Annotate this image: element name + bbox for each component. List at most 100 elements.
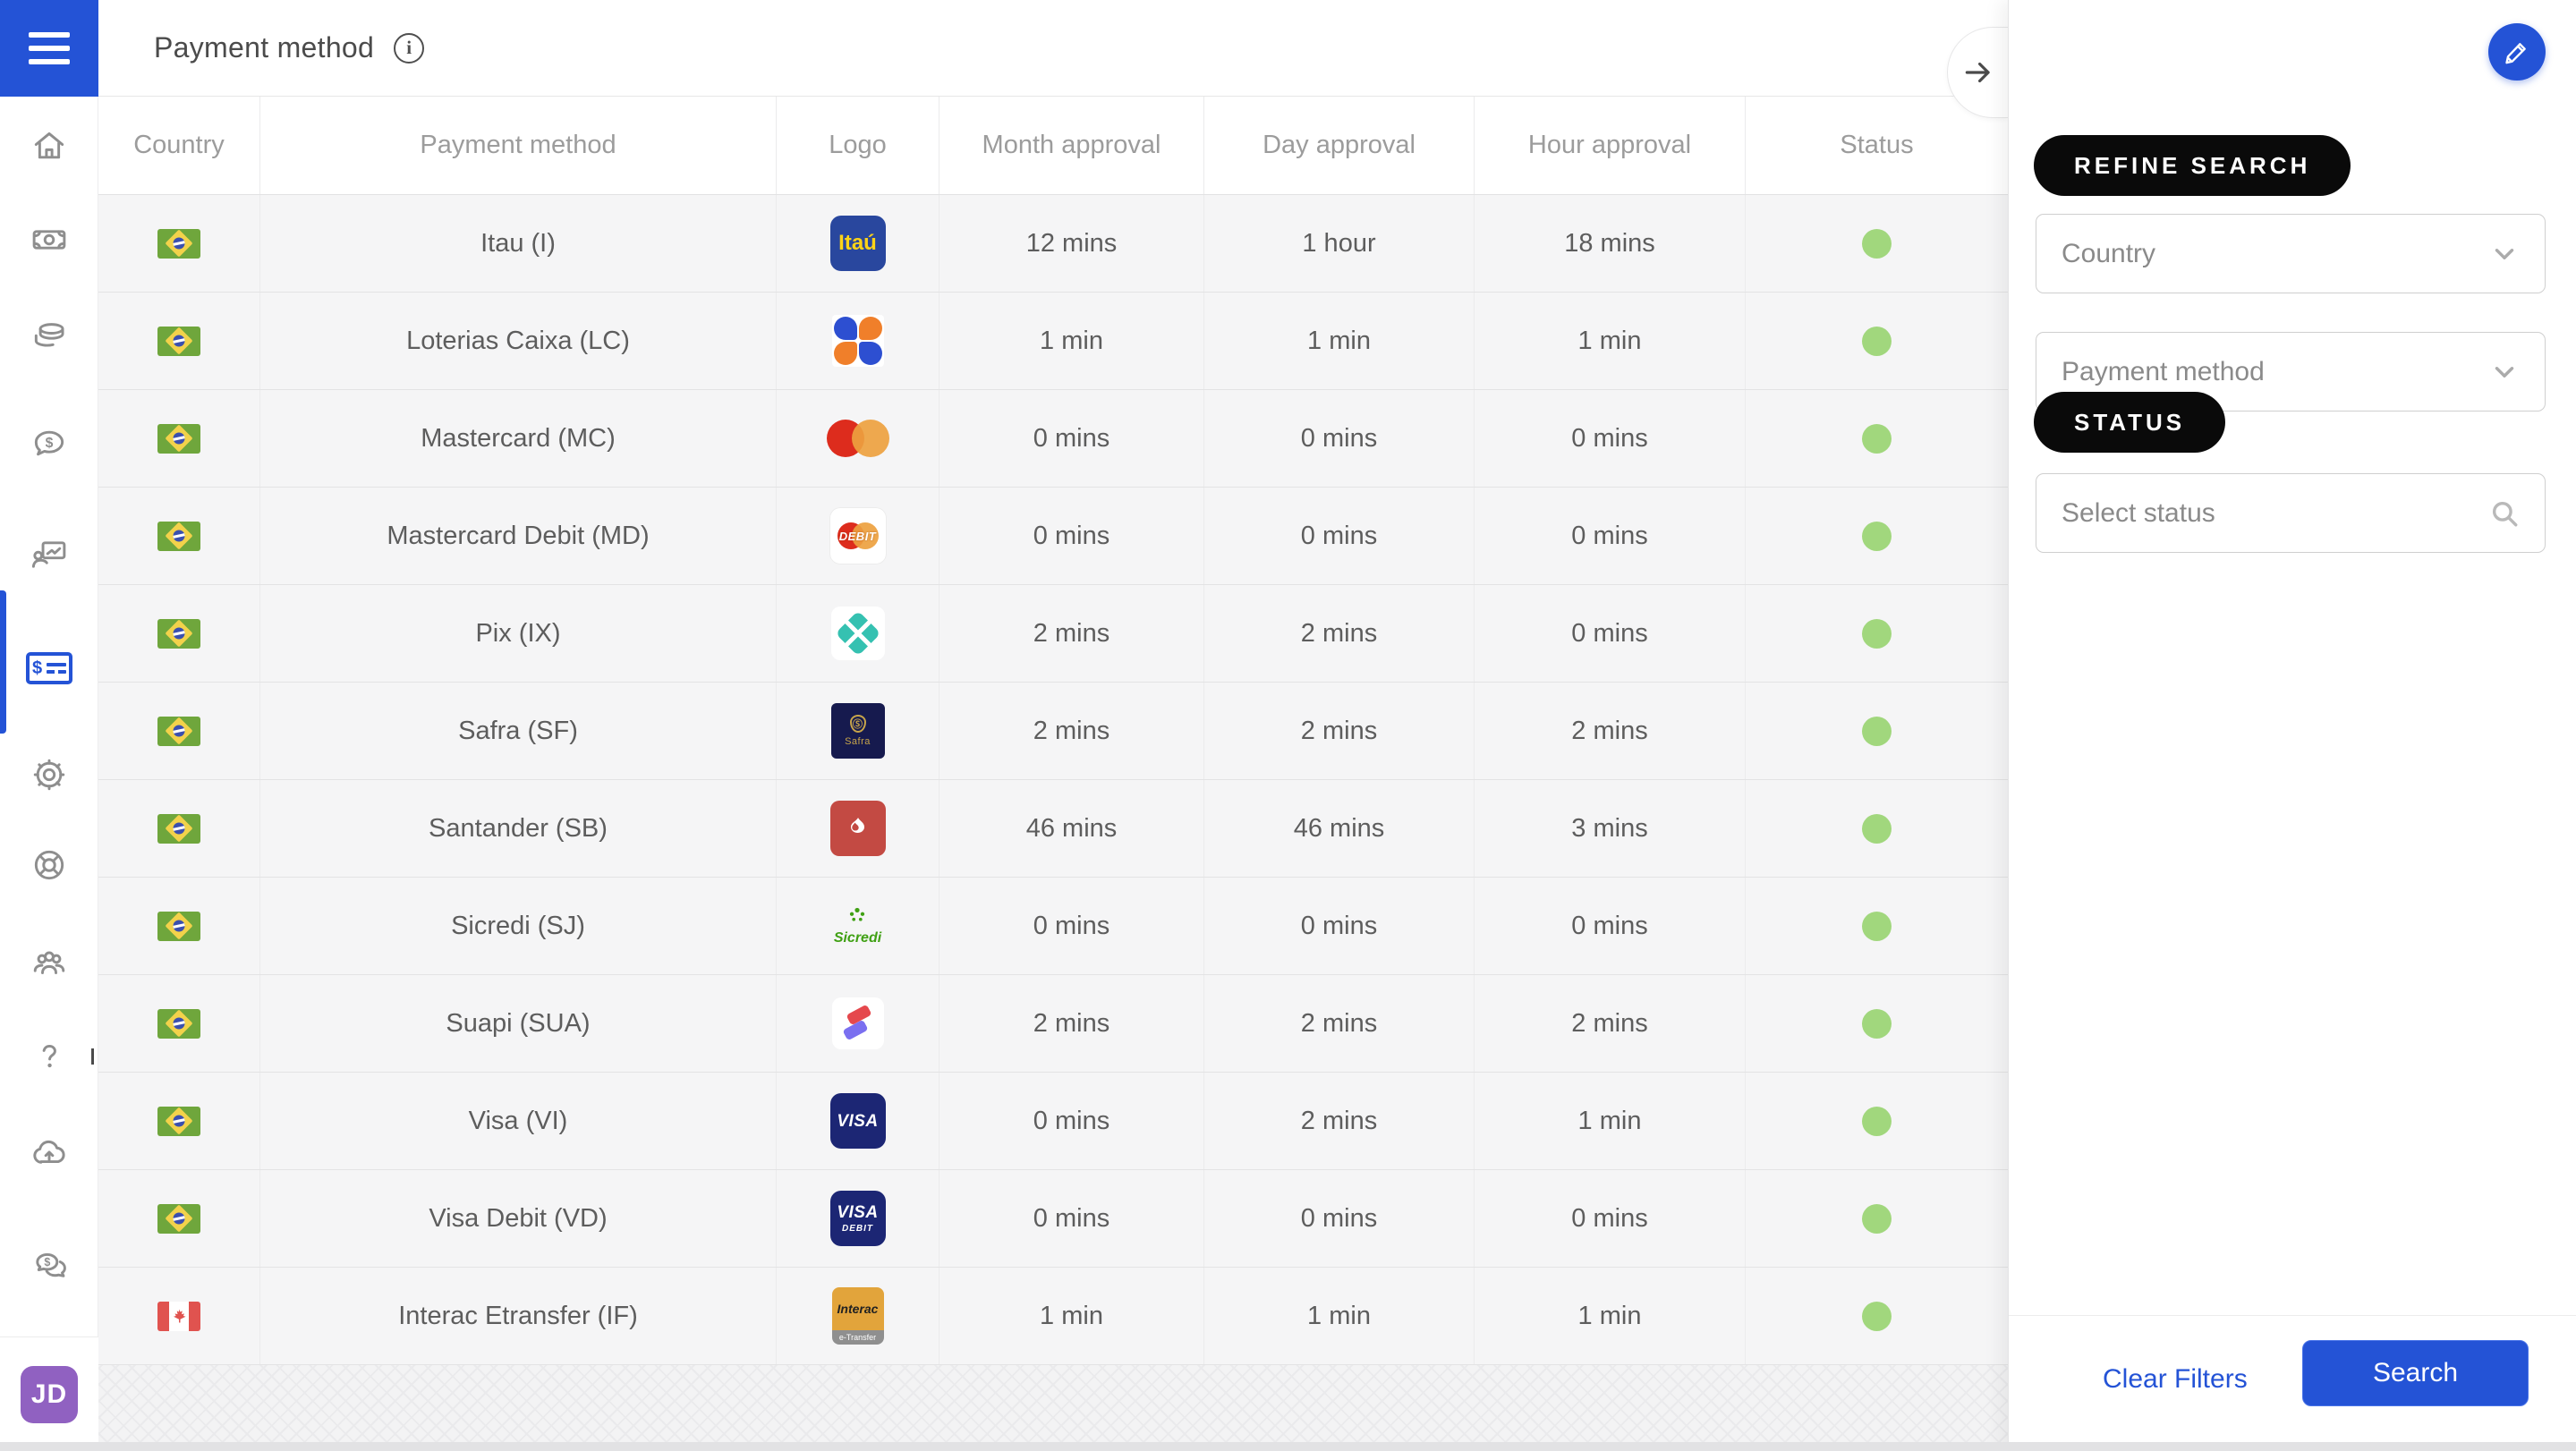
sicredi-logo: Sicredi: [834, 905, 881, 946]
sidebar-item-banknote[interactable]: [0, 211, 98, 268]
chevron-down-icon: [2495, 366, 2514, 378]
status-dot: [1862, 1301, 1892, 1331]
cloud-upload-icon: [33, 1140, 65, 1164]
logo-cell: Itaú: [777, 195, 939, 292]
month-approval-cell: 0 mins: [939, 1170, 1204, 1267]
logo-cell: VISA: [777, 1073, 939, 1169]
brazil-flag: [157, 326, 200, 356]
table-row[interactable]: Interac Etransfer (IF) Interac e-Transfer 1…: [98, 1268, 2008, 1365]
table-row[interactable]: Mastercard Debit (MD) DEBIT 0 mins 0 mins 0 …: [98, 488, 2008, 585]
table-row[interactable]: Santander (SB) 46 mins 46 mins 3 mins: [98, 780, 2008, 878]
logo-cell: Sicredi: [777, 878, 939, 974]
payment-method-dropdown-value: Payment method: [2062, 356, 2265, 386]
sidebar-item-report-presentation[interactable]: [0, 526, 98, 583]
payment-method-cell: Pix (IX): [260, 585, 777, 682]
table-header-row: Country Payment method Logo Month approval D…: [98, 97, 2008, 195]
month-approval-cell: 1 min: [939, 293, 1204, 389]
day-approval-cell: 0 mins: [1204, 878, 1475, 974]
payment-method-cell: Mastercard (MC): [260, 390, 777, 487]
sidebar-item-money-messages[interactable]: $: [0, 1236, 98, 1294]
status-dot: [1862, 813, 1892, 844]
svg-text:$: $: [46, 436, 54, 451]
brazil-flag: [157, 911, 200, 941]
mastercard-logo: [826, 418, 889, 459]
search-button[interactable]: Search: [2302, 1340, 2529, 1406]
country-cell: [98, 293, 260, 389]
country-cell: [98, 1073, 260, 1169]
table-row[interactable]: Sicredi (SJ) Sicredi 0 mins 0 mins 0 mins: [98, 878, 2008, 975]
interac-logo: Interac e-Transfer: [831, 1287, 884, 1345]
table-body: Itau (I) Itaú 12 mins 1 hour 18 mins Loterias…: [98, 195, 2008, 1365]
gear-icon: [33, 759, 65, 791]
column-header-hour-approval: Hour approval: [1475, 97, 1746, 194]
payment-method-cell: Suapi (SUA): [260, 975, 777, 1072]
brazil-flag: [157, 813, 200, 844]
arrow-right-icon: [1965, 62, 1990, 83]
chevron-down-icon: [2495, 248, 2514, 259]
logo-cell: [777, 780, 939, 877]
table-row[interactable]: Visa Debit (VD) VISA DEBIT 0 mins 0 mins 0 mi…: [98, 1170, 2008, 1268]
svg-text:$: $: [44, 1256, 50, 1269]
table-row[interactable]: Visa (VI) VISA 0 mins 2 mins 1 min: [98, 1073, 2008, 1170]
table-row[interactable]: Mastercard (MC) 0 mins 0 mins 0 mins: [98, 390, 2008, 488]
sidebar-item-home[interactable]: [0, 117, 98, 174]
status-cell: [1746, 780, 2008, 877]
banknote-icon: [32, 230, 66, 250]
info-icon[interactable]: i: [394, 32, 425, 64]
topbar: Payment method i: [98, 0, 2008, 118]
sidebar-item-payment-methods[interactable]: $: [0, 640, 98, 697]
country-cell: [98, 1170, 260, 1267]
month-approval-cell: 46 mins: [939, 780, 1204, 877]
sidebar-item-help[interactable]: [0, 1028, 98, 1085]
hour-approval-cell: 1 min: [1475, 1073, 1746, 1169]
payment-method-cell: Itau (I): [260, 195, 777, 292]
payment-methods-table: Country Payment method Logo Month approval D…: [98, 97, 2008, 1365]
status-select-field[interactable]: [2036, 473, 2546, 553]
table-row[interactable]: Pix (IX) 2 mins 2 mins 0 mins: [98, 585, 2008, 683]
sidebar-item-money-chat[interactable]: $: [0, 415, 98, 472]
avatar[interactable]: JD: [21, 1365, 78, 1423]
logo-cell: [777, 390, 939, 487]
status-select-input[interactable]: [2062, 497, 2489, 529]
status-dot: [1862, 423, 1892, 454]
visa-logo: VISA: [829, 1093, 886, 1149]
month-approval-cell: 0 mins: [939, 878, 1204, 974]
table-row[interactable]: Loterias Caixa (LC) 1 min 1 min 1 min: [98, 293, 2008, 390]
country-dropdown[interactable]: Country: [2036, 214, 2546, 293]
day-approval-cell: 0 mins: [1204, 1170, 1475, 1267]
clear-filters-link[interactable]: Clear Filters: [2103, 1363, 2248, 1394]
day-approval-cell: 2 mins: [1204, 585, 1475, 682]
table-row[interactable]: Safra (SF) Ⓢ Safra 2 mins 2 mins 2 mins: [98, 683, 2008, 780]
column-header-payment-method: Payment method: [260, 97, 777, 194]
country-cell: [98, 975, 260, 1072]
month-approval-cell: 2 mins: [939, 683, 1204, 779]
column-header-status: Status: [1840, 131, 1914, 159]
edit-button[interactable]: [2488, 23, 2546, 81]
status-cell: [1746, 390, 2008, 487]
country-cell: [98, 195, 260, 292]
hamburger-menu-button[interactable]: [0, 0, 98, 97]
sidebar-item-support[interactable]: [0, 836, 98, 894]
logo-cell: [777, 975, 939, 1072]
payment-method-dropdown[interactable]: Payment method: [2036, 332, 2546, 412]
table-row[interactable]: Itau (I) Itaú 12 mins 1 hour 18 mins: [98, 195, 2008, 293]
hour-approval-cell: 0 mins: [1475, 878, 1746, 974]
country-cell: [98, 585, 260, 682]
sidebar-item-coins[interactable]: [0, 308, 98, 365]
search-icon: [2492, 501, 2518, 526]
hour-approval-cell: 1 min: [1475, 1268, 1746, 1364]
sidebar-item-cloud-upload[interactable]: [0, 1124, 98, 1182]
table-row[interactable]: Suapi (SUA) 2 mins 2 mins 2 mins: [98, 975, 2008, 1073]
sidebar-item-users[interactable]: [0, 934, 98, 991]
status-cell: [1746, 878, 2008, 974]
status-cell: [1746, 488, 2008, 584]
country-cell: [98, 683, 260, 779]
payment-method-cell: Loterias Caixa (LC): [260, 293, 777, 389]
status-dot: [1862, 618, 1892, 649]
sidebar-item-settings[interactable]: [0, 746, 98, 803]
status-dot: [1862, 1008, 1892, 1039]
payment-method-cell: Mastercard Debit (MD): [260, 488, 777, 584]
brazil-flag: [157, 1203, 200, 1234]
filter-panel: REFINE SEARCH Country Payment method STA…: [2008, 0, 2576, 1451]
